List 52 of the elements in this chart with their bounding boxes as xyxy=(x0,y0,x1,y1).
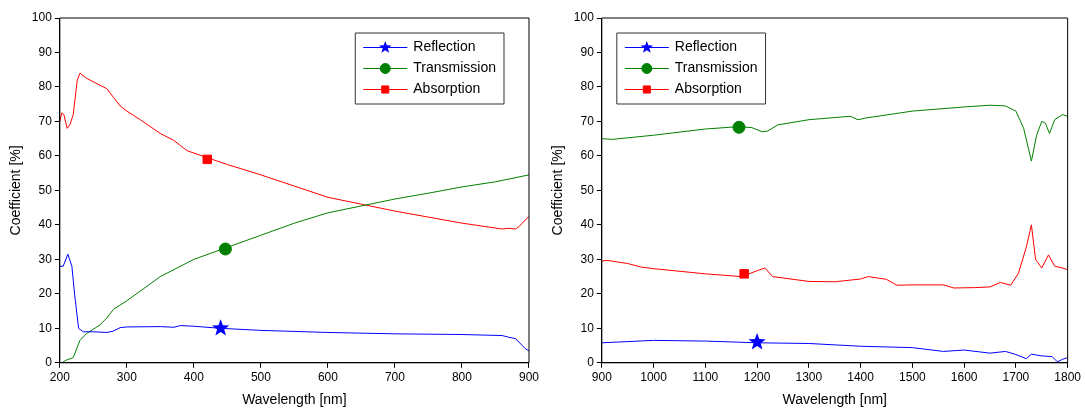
legend-label: Transmission xyxy=(413,59,496,76)
y-axis-title: Coefficient [%] xyxy=(7,145,24,236)
y-tick-label: 60 xyxy=(38,148,53,163)
x-tick-label: 500 xyxy=(250,370,272,385)
x-tick-label: 1800 xyxy=(1054,370,1082,385)
legend-label: Reflection xyxy=(674,38,738,55)
y-tick-label: 0 xyxy=(45,355,53,370)
point xyxy=(739,269,749,279)
x-tick-label: 800 xyxy=(451,370,473,385)
legend-label: Absorption xyxy=(674,80,742,97)
x-tick-label: 200 xyxy=(49,370,71,385)
legend-label: Reflection xyxy=(413,38,476,55)
y-tick-label: 10 xyxy=(38,320,53,335)
x-tick-label: 1600 xyxy=(950,370,978,385)
x-tick-label: 1300 xyxy=(795,370,823,385)
x-tick-label: 1100 xyxy=(692,370,719,385)
x-tick-label: 900 xyxy=(518,370,540,385)
y-tick-label: 90 xyxy=(580,44,595,59)
y-tick-label: 20 xyxy=(580,286,595,301)
y-tick-label: 40 xyxy=(580,217,595,232)
x-tick-label: 300 xyxy=(116,370,138,385)
x-tick-label: 1700 xyxy=(1002,370,1030,385)
y-axis-title: Coefficient [%] xyxy=(549,145,566,236)
legend-label: Transmission xyxy=(674,59,758,76)
legend-label: Absorption xyxy=(413,80,481,97)
y-tick-label: 20 xyxy=(38,286,53,301)
x-tick-label: 400 xyxy=(183,370,205,385)
y-tick-label: 10 xyxy=(580,320,595,335)
y-tick-label: 80 xyxy=(38,79,53,94)
x-tick-label: 1400 xyxy=(847,370,875,385)
x-tick-label: 1000 xyxy=(640,370,668,385)
x-axis-title: Wavelength [nm] xyxy=(782,391,887,408)
y-tick-label: 100 xyxy=(573,10,595,25)
point xyxy=(748,333,766,350)
y-tick-label: 80 xyxy=(580,79,595,94)
y-tick-label: 70 xyxy=(38,113,53,128)
x-axis-title: Wavelength [nm] xyxy=(242,391,347,408)
y-tick-label: 0 xyxy=(587,355,595,370)
y-tick-label: 60 xyxy=(580,148,595,163)
x-tick-label: 600 xyxy=(317,370,339,385)
x-tick-label: 900 xyxy=(591,370,613,385)
y-tick-label: 30 xyxy=(38,251,53,266)
y-tick-label: 50 xyxy=(580,182,595,197)
x-tick-label: 700 xyxy=(384,370,406,385)
y-tick-label: 40 xyxy=(38,217,53,232)
y-tick-label: 30 xyxy=(580,251,595,266)
y-tick-label: 70 xyxy=(580,113,595,128)
x-tick-label: 1200 xyxy=(743,370,771,385)
y-tick-label: 100 xyxy=(31,10,53,25)
y-tick-label: 90 xyxy=(38,44,53,59)
y-tick-label: 50 xyxy=(38,182,53,197)
x-tick-label: 1500 xyxy=(899,370,927,385)
